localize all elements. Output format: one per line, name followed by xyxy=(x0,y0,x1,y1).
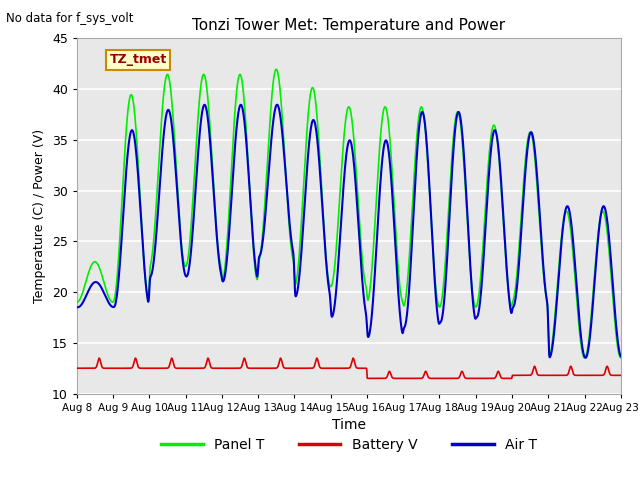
Y-axis label: Temperature (C) / Power (V): Temperature (C) / Power (V) xyxy=(33,129,46,303)
X-axis label: Time: Time xyxy=(332,418,366,432)
Text: TZ_tmet: TZ_tmet xyxy=(109,53,166,66)
Text: No data for f_sys_volt: No data for f_sys_volt xyxy=(6,12,134,25)
Legend: Panel T, Battery V, Air T: Panel T, Battery V, Air T xyxy=(156,432,542,458)
Title: Tonzi Tower Met: Temperature and Power: Tonzi Tower Met: Temperature and Power xyxy=(192,18,506,33)
